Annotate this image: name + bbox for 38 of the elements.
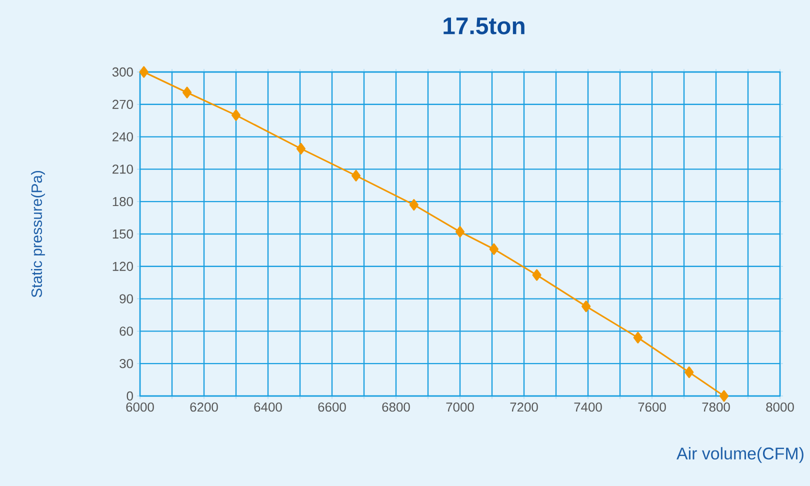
- y-tick-label: 30: [120, 358, 133, 368]
- x-tick-label: 6200: [190, 402, 218, 412]
- x-tick-label: 7000: [446, 402, 474, 412]
- x-tick-label: 7400: [574, 402, 602, 412]
- point: [139, 66, 148, 78]
- y-tick-label: 150: [112, 229, 133, 239]
- x-tick-label: 6600: [318, 402, 346, 412]
- y-tick-label: 240: [112, 132, 133, 142]
- point: [455, 226, 465, 238]
- y-tick-label: 90: [120, 294, 133, 304]
- point: [633, 332, 642, 344]
- x-axis-title: Air volume(CFM): [676, 447, 804, 463]
- y-tick-label: 300: [112, 67, 133, 77]
- point: [532, 269, 542, 281]
- point: [719, 390, 729, 402]
- y-tick-label: 180: [112, 197, 133, 206]
- x-tick-label: 8000: [766, 402, 794, 412]
- point: [231, 109, 241, 121]
- x-tick-label: 7200: [510, 402, 538, 412]
- point: [684, 366, 694, 378]
- point: [351, 170, 361, 182]
- point: [489, 243, 498, 255]
- x-tick-label: 6800: [382, 402, 410, 412]
- point: [296, 142, 306, 154]
- x-tick-label: 6400: [254, 402, 282, 412]
- y-tick-label: 270: [112, 100, 133, 109]
- x-tick-label: 7600: [638, 402, 666, 412]
- x-tick-label: 6000: [126, 402, 154, 412]
- point: [409, 199, 418, 211]
- x-tick-label: 7800: [702, 402, 730, 412]
- point: [182, 86, 192, 98]
- point: [582, 300, 591, 312]
- y-axis-title: Static pressure(Pa): [31, 170, 45, 298]
- y-tick-label: 210: [112, 164, 133, 174]
- y-tick-label: 0: [126, 391, 133, 401]
- y-tick-label: 60: [120, 326, 133, 336]
- y-tick-label: 120: [112, 262, 133, 271]
- chart-title: 17.5ton: [444, 18, 524, 34]
